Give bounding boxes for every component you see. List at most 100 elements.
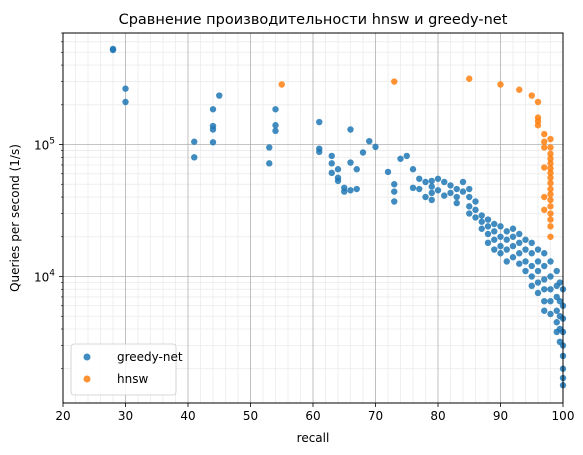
data-point: [472, 198, 479, 205]
data-point: [547, 223, 554, 230]
data-point: [541, 250, 548, 257]
data-point: [491, 228, 498, 235]
data-point: [428, 196, 435, 204]
data-point: [316, 118, 323, 126]
data-point: [416, 185, 423, 193]
data-point: [556, 279, 564, 286]
data-point: [522, 267, 529, 275]
data-point: [547, 179, 554, 187]
x-tick-label: 60: [305, 409, 320, 423]
data-point: [316, 148, 323, 156]
data-point: [334, 166, 342, 173]
data-point: [547, 185, 554, 193]
series-greedy-net: [109, 45, 567, 389]
data-point: [266, 160, 273, 167]
data-point: [528, 239, 535, 247]
data-point: [534, 258, 542, 265]
data-point: [541, 206, 548, 214]
legend-label: hnsw: [117, 372, 148, 386]
data-point: [216, 92, 223, 99]
data-point: [391, 188, 398, 195]
data-point: [434, 187, 442, 194]
data-point: [541, 164, 548, 171]
data-point: [534, 267, 542, 275]
data-point: [528, 282, 535, 290]
data-point: [547, 169, 554, 177]
data-point: [553, 319, 560, 326]
data-point: [534, 98, 542, 106]
x-axis-label: recall: [297, 431, 330, 445]
data-point: [453, 185, 460, 193]
data-point: [547, 233, 554, 240]
data-point: [353, 185, 360, 193]
data-point: [453, 193, 460, 201]
data-point: [528, 262, 535, 270]
data-point: [509, 225, 517, 232]
y-tick-label: 104: [34, 268, 55, 284]
series-hnsw: [278, 75, 554, 240]
data-point: [372, 143, 379, 151]
data-point: [478, 212, 485, 219]
data-point: [491, 236, 498, 243]
data-point: [459, 188, 467, 195]
data-point: [509, 242, 517, 250]
data-point: [478, 218, 485, 225]
data-point: [547, 273, 554, 280]
data-point: [409, 184, 417, 191]
data-point: [472, 214, 479, 221]
chart-title: Сравнение производительности hnsw и gree…: [119, 12, 508, 28]
data-point: [497, 81, 504, 88]
data-point: [491, 220, 498, 228]
axis-ticks: 20 30 40 50 60 70 80 90 100 104 105: [34, 32, 575, 423]
data-point: [534, 289, 542, 297]
data-point: [441, 178, 448, 186]
x-tick-label: 40: [180, 409, 195, 423]
data-point: [334, 177, 342, 185]
data-point: [503, 228, 510, 235]
x-tick-label: 90: [493, 409, 508, 423]
data-point: [416, 175, 423, 182]
data-point: [441, 192, 448, 199]
data-point: [347, 159, 354, 166]
data-point: [328, 152, 335, 160]
data-point: [547, 297, 554, 305]
data-point: [484, 216, 492, 223]
data-point: [447, 189, 454, 197]
data-point: [484, 223, 492, 230]
data-point: [547, 144, 554, 151]
data-point: [466, 210, 473, 217]
data-point: [522, 236, 529, 243]
data-point: [484, 239, 492, 247]
data-point: [547, 150, 554, 158]
data-point: [553, 267, 560, 275]
data-point: [453, 199, 460, 207]
x-tick-label: 100: [552, 409, 575, 423]
data-point: [328, 160, 335, 167]
data-point: [528, 250, 535, 257]
data-point: [272, 122, 279, 129]
legend-box: [70, 343, 177, 396]
data-point: [547, 210, 554, 217]
grid-lines: [62, 32, 564, 403]
data-point: [428, 177, 435, 185]
data-point: [366, 137, 373, 145]
data-point: [547, 174, 554, 181]
data-point: [347, 126, 354, 133]
y-tick-label: 105: [34, 137, 55, 153]
data-point: [428, 183, 435, 190]
data-point: [122, 98, 129, 106]
data-point: [122, 85, 129, 92]
x-tick-label: 80: [430, 409, 445, 423]
data-point: [541, 276, 548, 283]
data-point: [541, 144, 548, 151]
data-point: [528, 273, 535, 280]
data-point: [547, 286, 554, 293]
legend-marker: [83, 353, 91, 361]
data-point: [484, 230, 492, 238]
data-point: [466, 185, 473, 193]
data-point: [391, 181, 398, 188]
data-point: [478, 225, 485, 232]
data-point: [503, 246, 510, 253]
data-point: [109, 46, 117, 54]
data-point: [209, 106, 217, 113]
